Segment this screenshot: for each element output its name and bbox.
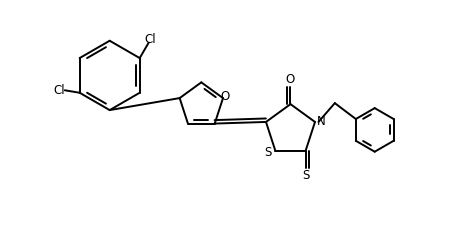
Text: N: N <box>317 115 325 128</box>
Text: S: S <box>265 146 272 159</box>
Text: O: O <box>220 90 229 103</box>
Text: S: S <box>302 168 309 181</box>
Text: Cl: Cl <box>53 84 65 97</box>
Text: Cl: Cl <box>145 33 156 46</box>
Text: O: O <box>286 73 295 86</box>
